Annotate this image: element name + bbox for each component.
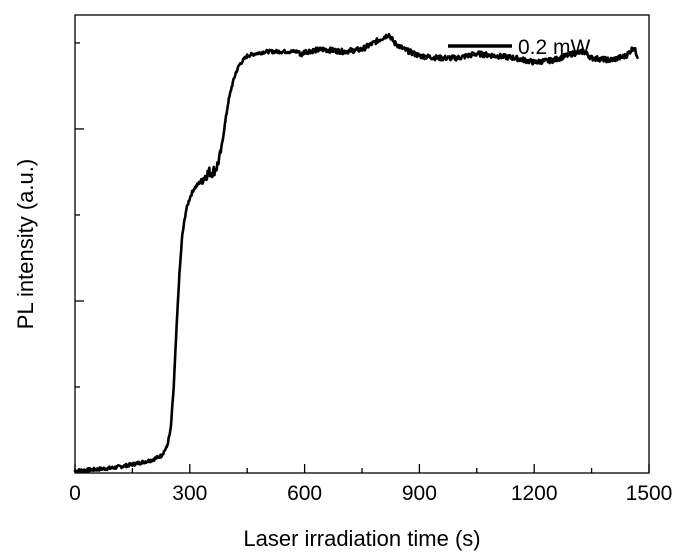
y-axis-ticks [75,42,84,388]
x-tick-label: 1200 [511,482,558,505]
plot-frame [74,14,650,474]
x-axis-ticks [74,464,650,473]
legend: 0.2 mW [448,36,591,59]
x-tick-label: 900 [402,482,437,505]
y-axis-title: PL intensity (a.u.) [13,159,38,329]
x-tick-label: 300 [172,482,207,505]
legend-label: 0.2 mW [518,36,591,59]
x-tick-label: 600 [287,482,322,505]
x-tick-label: 1500 [626,482,673,505]
series-line-0.2mw [73,32,639,474]
x-tick-label: 0 [69,482,81,505]
x-axis-title: Laser irradiation time (s) [243,526,480,551]
x-axis-tick-labels: 0 300 600 900 1200 1500 [69,482,672,505]
